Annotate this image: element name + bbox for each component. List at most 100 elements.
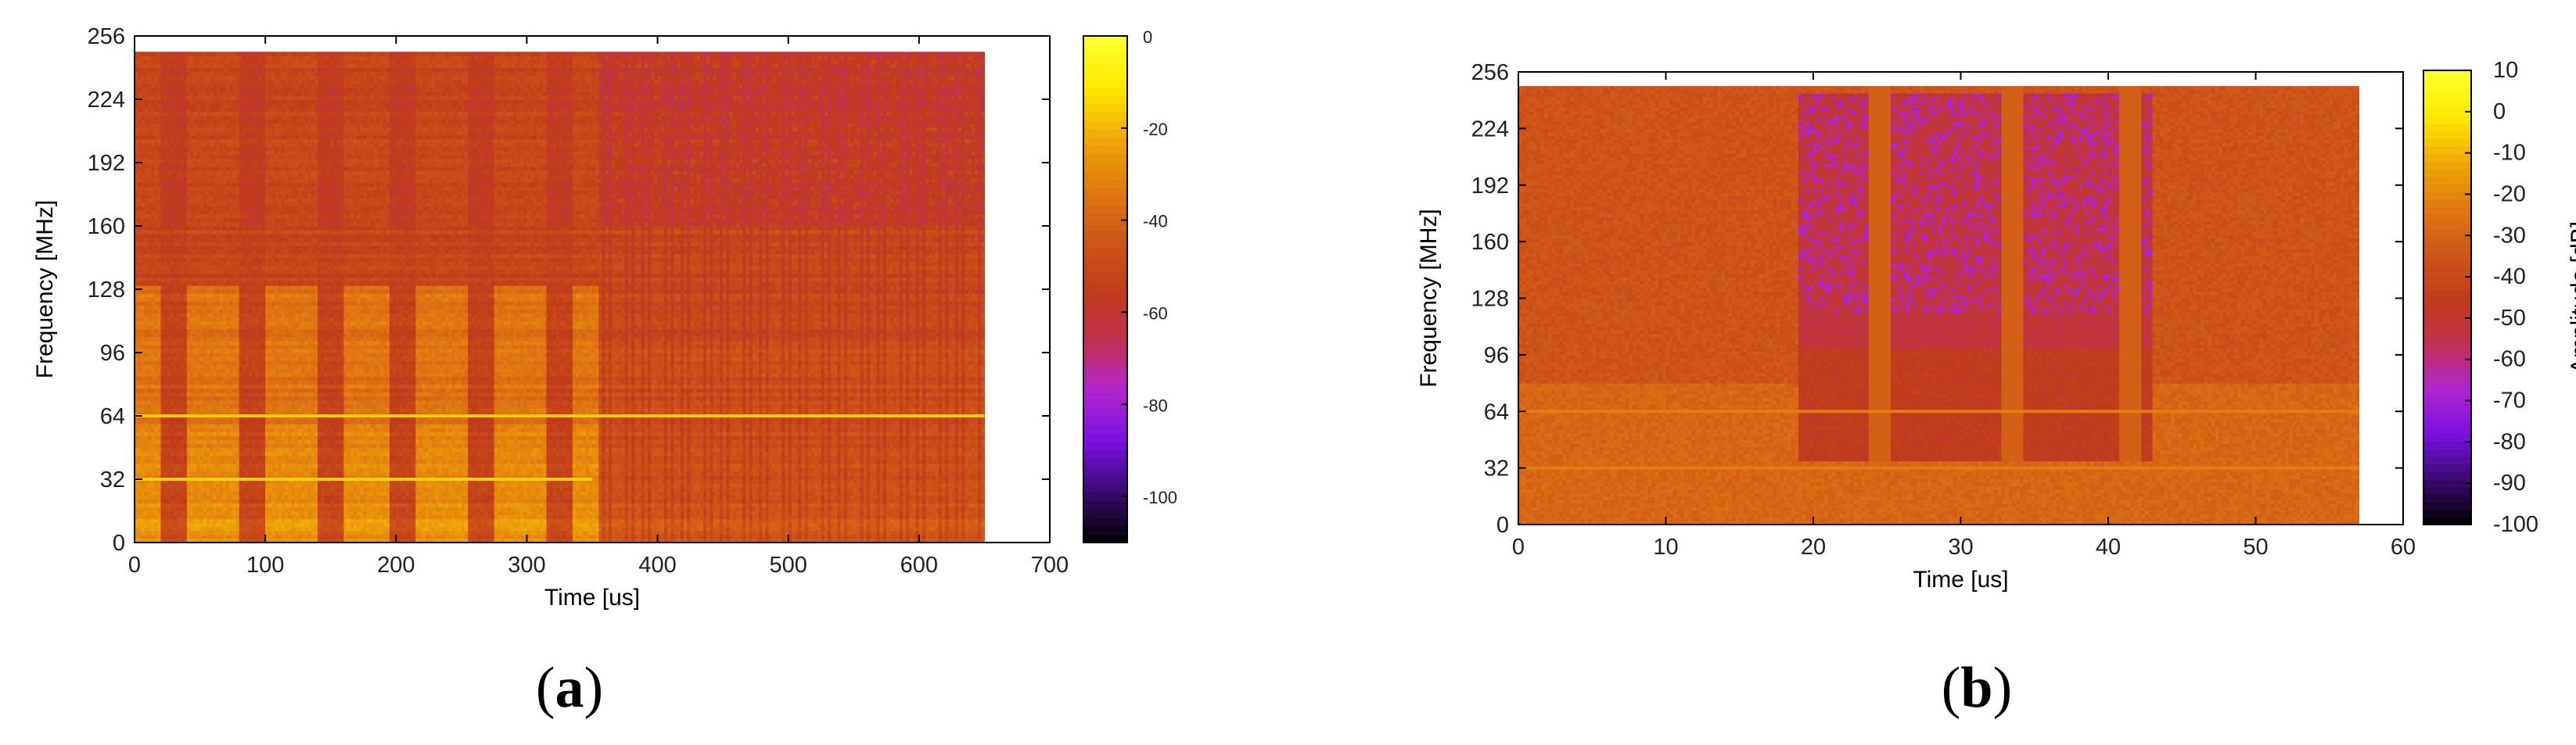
heatmap-cell [256, 170, 260, 175]
heatmap-cell [210, 131, 214, 136]
heatmap-cell [265, 491, 269, 496]
heatmap-cell [151, 511, 155, 516]
heatmap-cell [200, 199, 204, 203]
heatmap-cell [174, 499, 178, 503]
heatmap-cell [190, 317, 194, 321]
heatmap-cell [141, 317, 145, 321]
heatmap-cell [193, 408, 197, 413]
heatmap-cell [154, 456, 158, 460]
heatmap-cell [151, 123, 155, 127]
heatmap-cell [167, 404, 171, 409]
heatmap-cell [196, 123, 200, 127]
heatmap-cell [164, 523, 168, 528]
heatmap-cell [259, 249, 263, 254]
heatmap-cell [232, 392, 236, 397]
heatmap-cell [236, 170, 240, 175]
heatmap-cell [151, 52, 155, 56]
heatmap-cell [246, 325, 250, 330]
heatmap-cell [184, 515, 188, 520]
heatmap-cell [138, 396, 142, 401]
heatmap-cell [203, 364, 207, 369]
heatmap-cell [216, 487, 220, 492]
heatmap-cell [220, 182, 224, 187]
heatmap-cell [145, 159, 149, 163]
heatmap-cell [207, 289, 210, 294]
heatmap-cell [157, 170, 161, 175]
heatmap-cell [262, 238, 266, 242]
heatmap-cell [239, 274, 243, 278]
heatmap-cell [229, 400, 233, 405]
heatmap-cell [262, 56, 266, 60]
heatmap-cell [148, 222, 152, 227]
heatmap-cell [249, 63, 253, 68]
heatmap-cell [145, 471, 149, 476]
heatmap-cell [193, 147, 197, 152]
heatmap-cell [210, 80, 214, 84]
heatmap-cell [193, 202, 197, 207]
heatmap-cell [210, 147, 214, 152]
heatmap-cell [229, 527, 233, 532]
heatmap-cell [141, 439, 145, 444]
heatmap-cell [213, 507, 217, 511]
heatmap-cell [236, 76, 240, 81]
heatmap-cell [203, 258, 207, 263]
heatmap-cell [160, 182, 164, 187]
heatmap-cell [252, 511, 256, 516]
heatmap-cell [249, 345, 253, 349]
heatmap-cell [265, 467, 269, 472]
heatmap-cell [174, 467, 178, 472]
heatmap-cell [259, 253, 263, 258]
heatmap-cell [193, 499, 197, 503]
heatmap-cell [177, 396, 181, 401]
heatmap-cell [138, 452, 142, 457]
heatmap-cell [181, 341, 185, 346]
heatmap-cell [203, 135, 207, 140]
heatmap-cell [193, 523, 197, 528]
heatmap-cell [210, 317, 214, 321]
heatmap-cell [223, 460, 227, 464]
heatmap-cell [200, 491, 204, 496]
heatmap-cell [210, 435, 214, 440]
heatmap-cell [203, 99, 207, 104]
heatmap-cell [249, 372, 253, 377]
heatmap-cell [184, 170, 188, 175]
heatmap-cell [223, 389, 227, 393]
heatmap-cell [151, 111, 155, 116]
heatmap-cell [157, 99, 161, 104]
heatmap-cell [262, 155, 266, 159]
heatmap-cell [236, 507, 240, 511]
heatmap-cell [174, 270, 178, 274]
heatmap-cell [174, 515, 178, 520]
heatmap-cell [187, 443, 191, 448]
heatmap-cell [181, 329, 185, 334]
heatmap-cell [171, 230, 174, 235]
heatmap-cell [177, 84, 181, 88]
heatmap-cell [232, 274, 236, 278]
heatmap-cell [229, 353, 233, 357]
heatmap-cell [154, 432, 158, 436]
heatmap-cell [164, 289, 168, 294]
heatmap-cell [145, 507, 149, 511]
heatmap-cell [181, 107, 185, 112]
heatmap-cell [210, 400, 214, 405]
heatmap-cell [141, 487, 145, 492]
heatmap-cell [193, 52, 197, 56]
heatmap-cell [193, 432, 197, 436]
heatmap-cell [160, 313, 164, 317]
heatmap-cell [138, 364, 142, 369]
heatmap-cell [148, 242, 152, 246]
heatmap-cell [256, 448, 260, 453]
heatmap-cell [200, 266, 204, 270]
heatmap-cell [145, 186, 149, 191]
heatmap-cell [193, 428, 197, 432]
heatmap-cell [236, 511, 240, 516]
heatmap-cell [190, 111, 194, 116]
heatmap-cell [252, 329, 256, 334]
heatmap-cell [229, 392, 233, 397]
heatmap-cell [200, 253, 204, 258]
heatmap-cell [154, 483, 158, 488]
heatmap-cell [164, 206, 168, 211]
heatmap-cell [171, 439, 174, 444]
heatmap-cell [256, 535, 260, 539]
heatmap-cell [243, 495, 246, 500]
